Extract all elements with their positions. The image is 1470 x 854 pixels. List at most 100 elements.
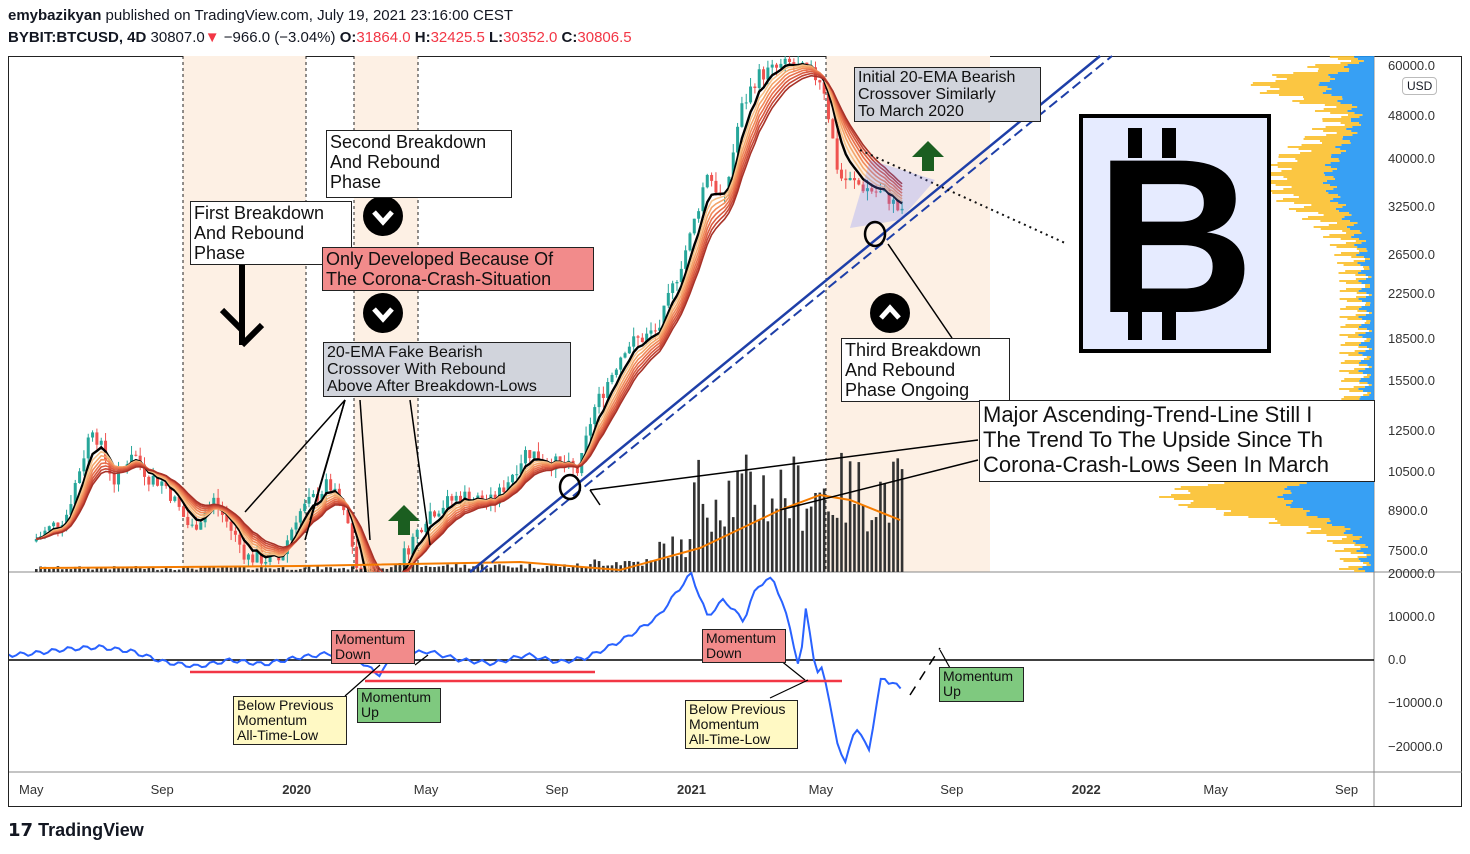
candle-body xyxy=(783,58,787,64)
volume-bar xyxy=(866,531,869,572)
profile-down-bar xyxy=(1299,102,1341,104)
volume-bar xyxy=(805,508,809,572)
currency-label[interactable]: USD xyxy=(1402,77,1438,95)
profile-down-bar xyxy=(1351,256,1364,258)
volume-bar xyxy=(567,567,571,572)
profile-up-bar xyxy=(1337,194,1374,196)
candle-body xyxy=(558,456,562,463)
profile-down-bar xyxy=(1323,214,1352,216)
profile-up-bar xyxy=(1335,208,1374,210)
profile-up-bar xyxy=(1357,222,1374,224)
profile-up-bar xyxy=(1358,326,1374,328)
candle-body xyxy=(255,550,259,563)
profile-up-bar xyxy=(1358,568,1374,570)
volume-bar xyxy=(879,481,882,572)
annotation-momentum-down-1: Momentum Down xyxy=(331,630,415,664)
volume-bar xyxy=(537,568,540,572)
profile-down-bar xyxy=(1366,356,1371,358)
tradingview-logo[interactable]: 𝟭𝟳 TradingView xyxy=(8,820,144,841)
profile-down-bar xyxy=(1298,148,1341,150)
profile-down-bar xyxy=(1336,246,1358,248)
profile-up-bar xyxy=(1292,500,1374,502)
profile-down-bar xyxy=(1327,540,1353,542)
profile-up-bar xyxy=(1365,278,1374,280)
volume-bar xyxy=(320,569,324,572)
profile-down-bar xyxy=(1303,96,1343,98)
profile-up-bar xyxy=(1365,544,1374,546)
volume-bar xyxy=(757,519,761,572)
candle-body xyxy=(199,522,203,530)
profile-up-bar xyxy=(1358,122,1374,124)
volume-bar xyxy=(887,522,891,572)
momentum-line xyxy=(9,572,902,765)
profile-down-bar xyxy=(1303,98,1343,100)
candle-body xyxy=(229,521,233,531)
volume-bar xyxy=(411,563,415,572)
profile-up-bar xyxy=(1369,304,1374,306)
volume-bar xyxy=(727,480,731,572)
candle-body xyxy=(839,169,843,179)
candle-body xyxy=(329,479,333,491)
profile-down-bar xyxy=(1365,304,1370,306)
candle-body xyxy=(632,336,636,347)
candle-body xyxy=(117,469,121,485)
candle-body xyxy=(156,475,160,486)
profile-up-bar xyxy=(1360,560,1374,562)
candle-body xyxy=(467,491,471,504)
profile-up-bar xyxy=(1360,378,1374,380)
profile-up-bar xyxy=(1329,184,1374,186)
profile-down-bar xyxy=(1326,534,1353,536)
volume-bar xyxy=(870,520,874,572)
candle-body xyxy=(307,496,311,504)
volume-bar xyxy=(641,565,644,572)
profile-up-bar xyxy=(1330,166,1374,168)
profile-down-bar xyxy=(1323,108,1352,110)
volume-bar xyxy=(844,522,848,572)
chart-frame[interactable] xyxy=(8,56,1462,807)
profile-up-bar xyxy=(1357,106,1374,108)
profile-up-bar xyxy=(1329,80,1374,82)
candle-body xyxy=(736,126,740,153)
momentum-tick: 10000.0 xyxy=(1388,608,1435,624)
profile-up-bar xyxy=(1283,498,1374,500)
profile-down-bar xyxy=(1345,306,1362,308)
profile-down-bar xyxy=(1336,132,1358,134)
profile-up-bar xyxy=(1329,518,1374,520)
author[interactable]: emybazikyan xyxy=(8,7,102,24)
profile-down-bar xyxy=(1342,230,1360,232)
profile-down-bar xyxy=(1323,236,1352,238)
volume-bar xyxy=(861,505,865,572)
profile-down-bar xyxy=(1207,484,1300,486)
profile-up-bar xyxy=(1371,366,1374,368)
candle-body xyxy=(649,330,653,334)
profile-down-bar xyxy=(1313,226,1347,228)
volume-bar xyxy=(550,564,553,572)
profile-up-bar xyxy=(1340,152,1374,154)
profile-up-bar xyxy=(1318,84,1374,86)
profile-up-bar xyxy=(1331,524,1374,526)
volume-bar xyxy=(714,499,718,572)
volume-bar xyxy=(212,567,216,572)
projection-line xyxy=(909,647,941,696)
profile-down-bar xyxy=(1276,76,1331,78)
profile-down-bar xyxy=(1296,210,1339,212)
profile-up-bar xyxy=(1362,372,1374,374)
profile-up-bar xyxy=(1284,488,1374,490)
profile-up-bar xyxy=(1328,74,1374,76)
volume-bar xyxy=(39,566,42,572)
profile-down-bar xyxy=(1294,202,1339,204)
profile-up-bar xyxy=(1342,136,1374,138)
annotation-major-trendline: Major Ascending-Trend-Line Still I The T… xyxy=(979,400,1375,482)
volume-bar xyxy=(121,568,125,572)
profile-down-bar xyxy=(1339,352,1359,354)
volume-bar xyxy=(177,569,181,572)
profile-down-bar xyxy=(1302,218,1342,220)
logo-bar xyxy=(1128,305,1142,340)
profile-down-bar xyxy=(1354,368,1366,370)
profile-down-bar xyxy=(1340,122,1359,124)
volume-bar xyxy=(268,568,272,572)
candle-body xyxy=(238,534,242,545)
ema-line-35 xyxy=(36,67,903,572)
profile-up-bar xyxy=(1345,530,1374,532)
profile-down-bar xyxy=(1364,322,1370,324)
